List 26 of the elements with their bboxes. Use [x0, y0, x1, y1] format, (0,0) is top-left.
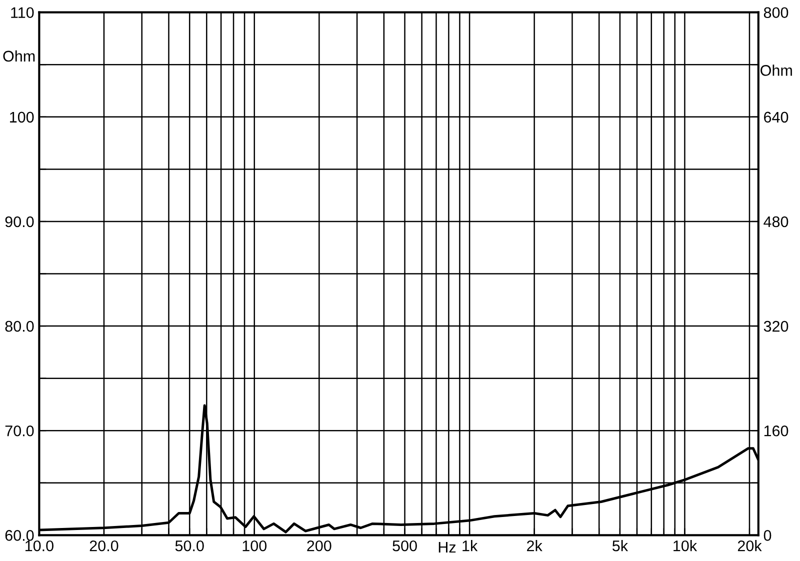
y2-axis-title: Ohm	[760, 64, 792, 76]
x-tick-label: 2k	[527, 540, 542, 552]
y-tick-label: 70.0	[5, 425, 34, 436]
y2-tick-label: 320	[764, 320, 788, 332]
y-tick-label: 80.0	[5, 320, 34, 332]
x-tick-label: 500	[392, 540, 417, 552]
x-tick-label: 20k	[738, 540, 762, 552]
y2-tick-label: 480	[764, 216, 788, 228]
y-axis-title: Ohm	[3, 50, 35, 62]
x-tick-label: 100	[242, 540, 267, 552]
x-tick-label: 10k	[674, 540, 698, 552]
y2-tick-label: 160	[764, 425, 788, 436]
x-tick-label: 200	[307, 540, 332, 552]
y-tick-label: 100	[10, 112, 34, 123]
x-tick-label: 50.0	[175, 540, 204, 552]
y-tick-label: 110	[11, 7, 34, 18]
y2-tick-label: 800	[764, 7, 788, 18]
x-tick-label: 10.0	[26, 540, 54, 552]
y-tick-label: 60.0	[5, 530, 34, 541]
x-axis-title: Hz	[438, 542, 456, 553]
y-tick-label: 90.0	[5, 216, 34, 228]
x-tick-label: 1k	[462, 540, 478, 552]
x-tick-label: 5k	[612, 540, 628, 552]
y2-tick-label: 0	[764, 530, 772, 541]
y2-tick-label: 640	[764, 112, 788, 123]
x-tick-label: 20.0	[90, 540, 118, 552]
